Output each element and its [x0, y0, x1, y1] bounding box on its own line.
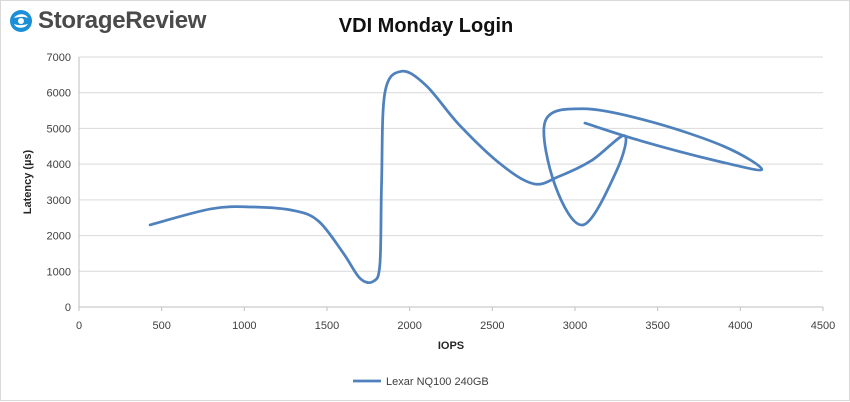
y-tick-label: 5000	[47, 123, 71, 135]
brand-name: StorageReview	[38, 7, 207, 34]
x-tick-label: 500	[152, 320, 170, 332]
axes	[78, 57, 824, 311]
legend-label: Lexar NQ100 240GB	[386, 376, 489, 388]
storage-review-swirl-icon	[10, 10, 32, 32]
x-tick-label: 4500	[811, 320, 835, 332]
y-tick-label: 4000	[47, 159, 71, 171]
y-tick-label: 6000	[47, 88, 71, 100]
x-tick-label: 2000	[397, 320, 421, 332]
y-tick-label: 0	[65, 302, 71, 314]
gridlines	[79, 56, 823, 272]
chart-title: VDI Monday Login	[338, 15, 514, 37]
y-tick-label: 7000	[47, 52, 71, 64]
x-axis-title: IOPS	[438, 340, 464, 352]
series-lines	[148, 69, 764, 285]
legend: Lexar NQ100 240GB	[353, 376, 489, 388]
y-axis-title: Latency (µs)	[22, 149, 34, 214]
x-tick-label: 3000	[563, 320, 587, 332]
x-tick-label: 2500	[480, 320, 504, 332]
y-tick-label: 2000	[47, 231, 71, 243]
series-line-0	[148, 69, 764, 285]
brand-logo: StorageReview	[9, 7, 206, 35]
x-tick-label: 3500	[645, 320, 669, 332]
x-tick-labels: 0 500 1000 1500 2000 2500 3000 3500 4000 4500	[76, 320, 835, 332]
x-tick-label: 0	[76, 320, 82, 332]
y-tick-label: 1000	[47, 266, 71, 278]
x-tick-label: 4000	[728, 320, 752, 332]
y-tick-labels: 0 1000 2000 3000 4000 5000 6000 7000	[47, 52, 71, 314]
x-tick-label: 1000	[232, 320, 256, 332]
y-tick-label: 3000	[47, 195, 71, 207]
x-tick-label: 1500	[315, 320, 339, 332]
